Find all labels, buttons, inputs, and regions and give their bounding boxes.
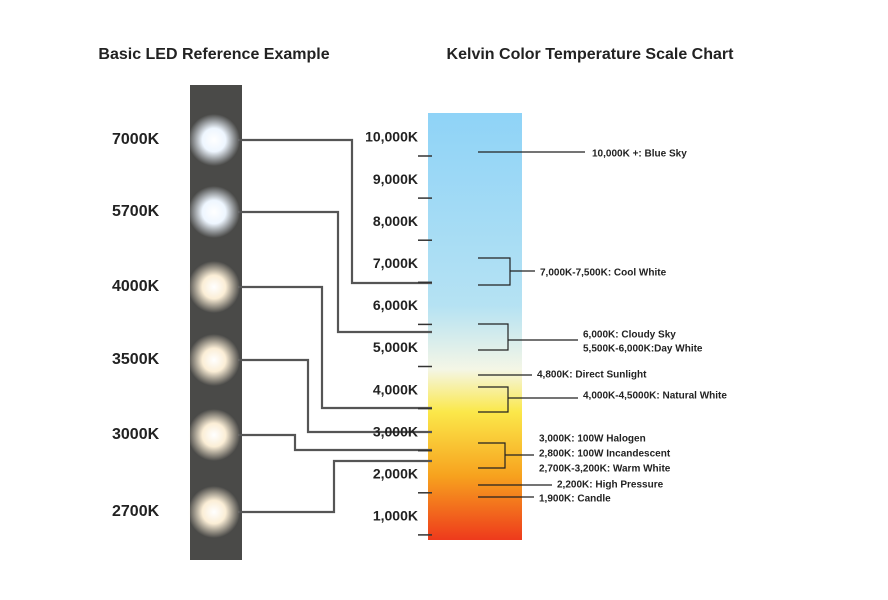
annotation: 6,000K: Cloudy Sky xyxy=(583,330,676,341)
scale-label: 8,000K xyxy=(373,213,418,229)
led-glow xyxy=(188,186,240,238)
annotation: 2,800K: 100W Incandescent xyxy=(539,449,671,460)
led-glow xyxy=(188,261,240,313)
scale-label: 10,000K xyxy=(365,129,418,145)
kelvin-bar xyxy=(428,113,522,540)
annotation-lines xyxy=(478,151,585,498)
led-label: 2700K xyxy=(112,503,160,520)
led-label: 3500K xyxy=(112,351,160,368)
scale-label: 2,000K xyxy=(373,466,418,482)
scale-label: 1,000K xyxy=(373,508,418,524)
annotation: 2,200K: High Pressure xyxy=(557,480,664,491)
scale-label: 4,000K xyxy=(373,381,418,397)
scale-label: 9,000K xyxy=(373,171,418,187)
annotation: 10,000K +: Blue Sky xyxy=(592,149,687,160)
led-glow xyxy=(188,409,240,461)
scale-label: 5,000K xyxy=(373,339,418,355)
led-label: 3000K xyxy=(112,426,160,443)
annotation: 7,000K-7,500K: Cool White xyxy=(540,268,667,279)
scale-label: 7,000K xyxy=(373,255,418,271)
led-glow xyxy=(188,334,240,386)
led-glow xyxy=(188,114,240,166)
led-label: 7000K xyxy=(112,131,160,148)
scale-label: 6,000K xyxy=(373,297,418,313)
annotation: 4,800K: Direct Sunlight xyxy=(537,370,647,381)
led-glow xyxy=(188,486,240,538)
annotation: 2,700K-3,200K: Warm White xyxy=(539,464,671,475)
connectors xyxy=(238,138,432,514)
annotation: 5,500K-6,000K:Day White xyxy=(583,344,703,355)
scale-label: 3,000K xyxy=(373,423,418,439)
left-title: Basic LED Reference Example xyxy=(98,46,329,63)
led-label: 4000K xyxy=(112,278,160,295)
right-title: Kelvin Color Temperature Scale Chart xyxy=(447,46,735,63)
led-label: 5700K xyxy=(112,203,160,220)
annotation: 3,000K: 100W Halogen xyxy=(539,434,646,445)
annotation: 4,000K-4,5000K: Natural White xyxy=(583,391,727,402)
annotation: 1,900K: Candle xyxy=(539,494,611,505)
